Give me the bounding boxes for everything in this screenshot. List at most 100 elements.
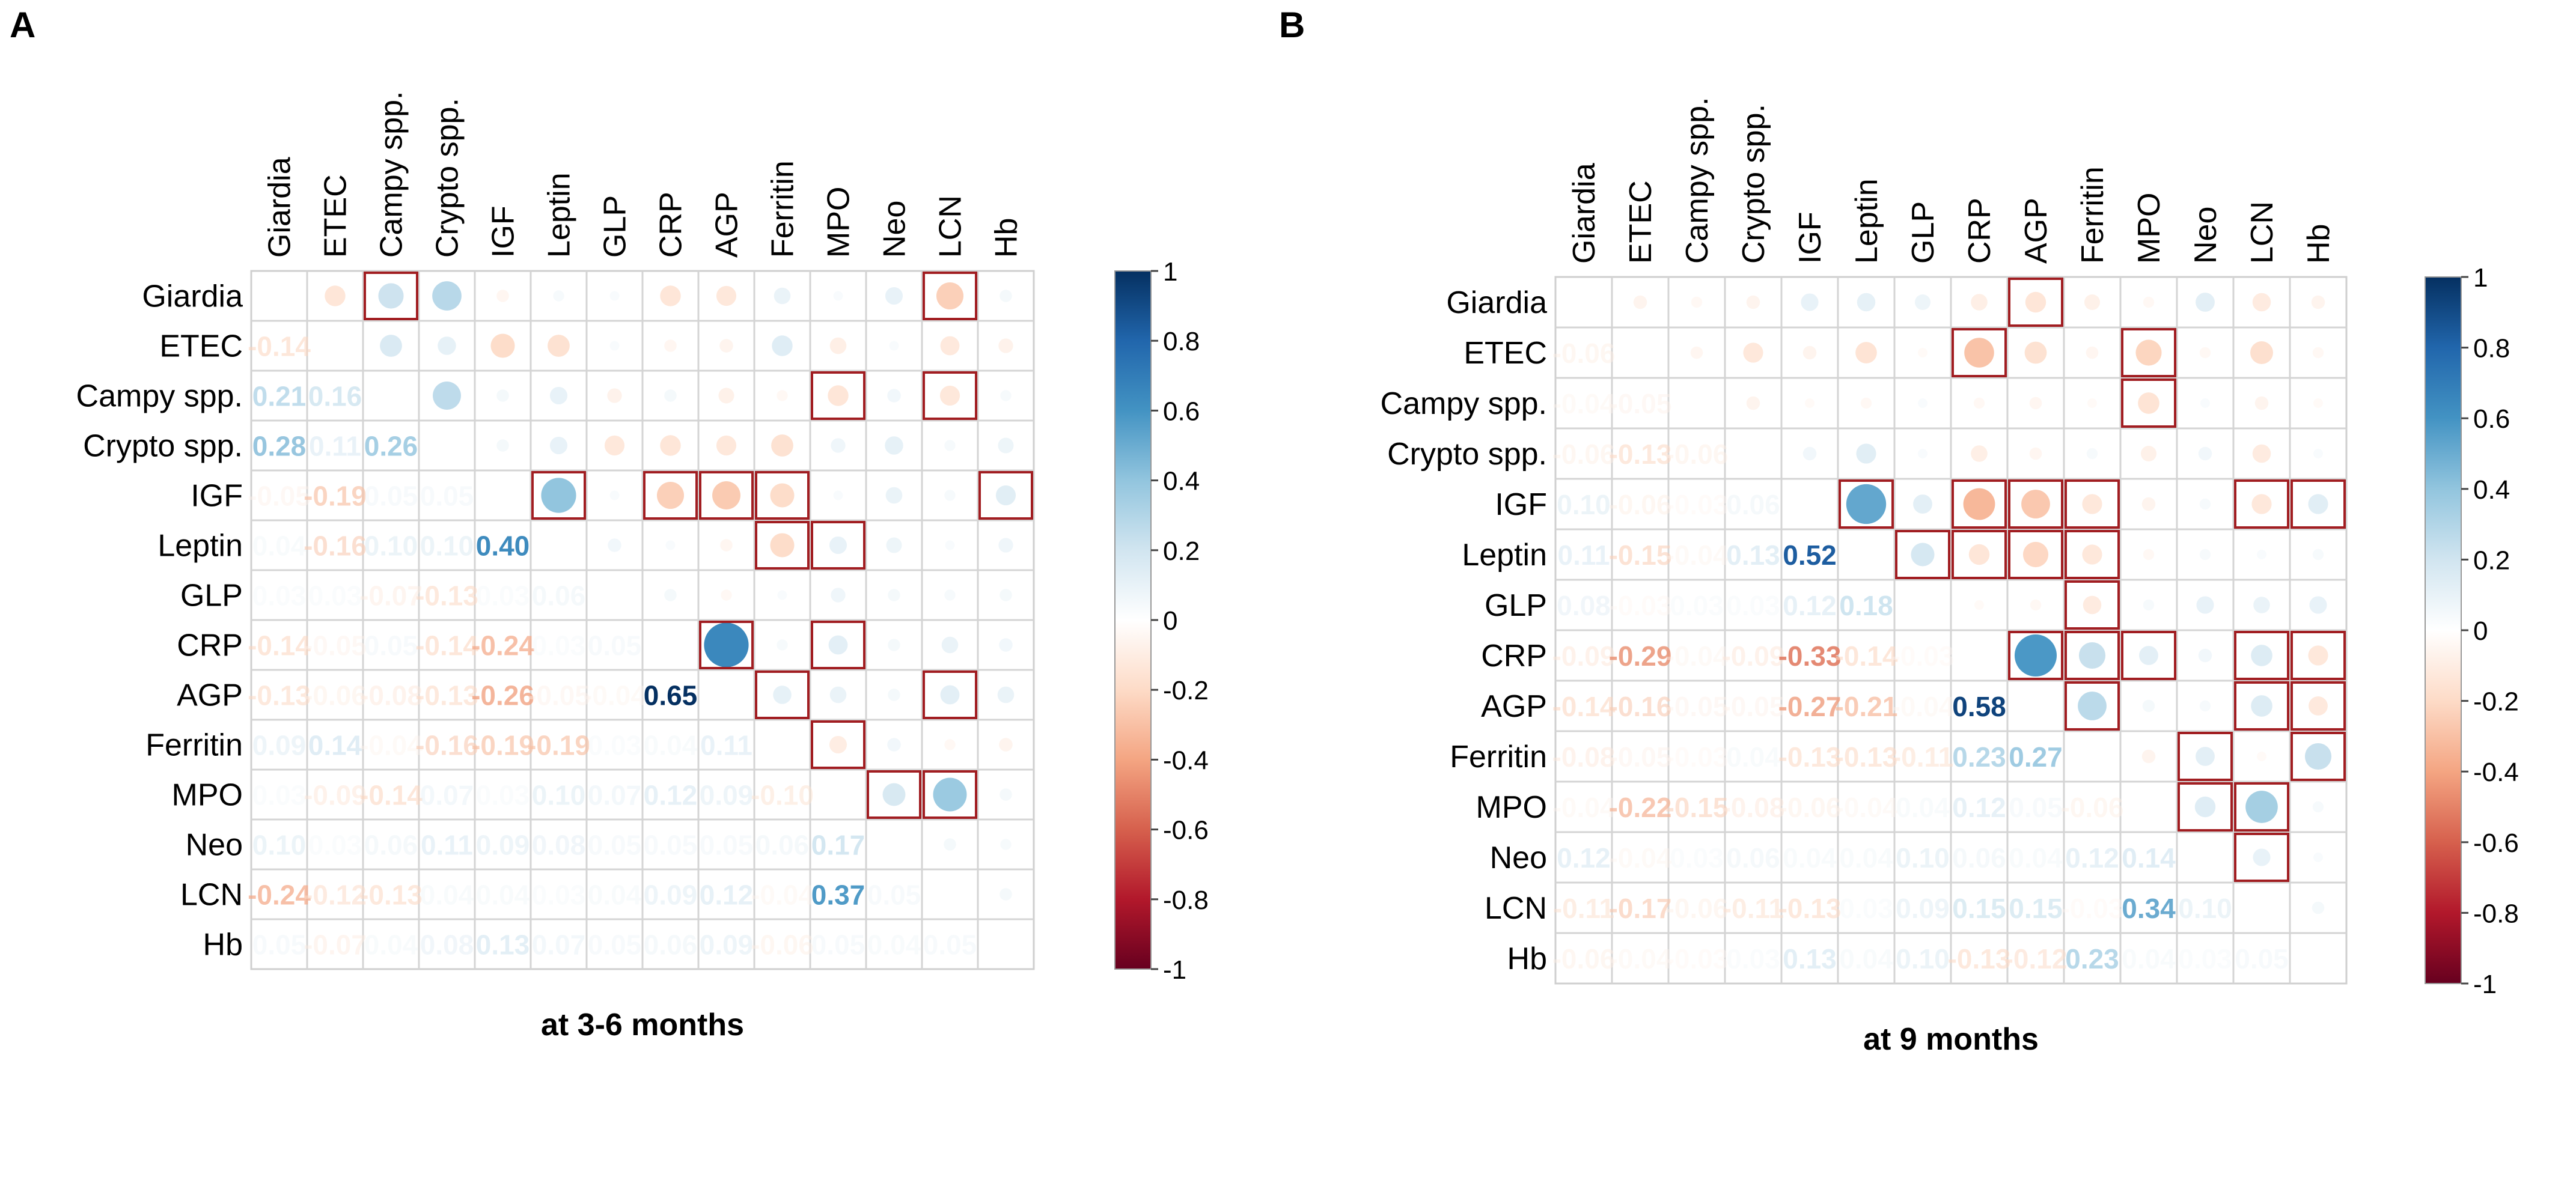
corr-value-lcn-crp: 0.15	[1952, 893, 2006, 924]
colorbar-tick-label: 0.8	[2473, 334, 2510, 363]
significance-box	[755, 670, 810, 719]
corr-value-ferritin-leptin: -0.19	[527, 730, 590, 761]
corr-circle-giardia-etec	[325, 285, 346, 306]
row-label-neo: Neo	[1490, 841, 1547, 875]
corr-circle-igf-ferritin	[2082, 494, 2102, 514]
chart-title: at 3-6 months	[541, 1008, 744, 1042]
corr-circle-giardia-leptin	[553, 290, 564, 302]
corr-circle-giardia-lcn	[936, 282, 964, 310]
corr-value-campy-spp-giardia: 0.21	[252, 381, 307, 412]
corr-circle-etec-ferritin	[2086, 346, 2099, 359]
corr-value-glp-crypto-spp: -0.13	[415, 580, 478, 612]
corr-circle-campy-spp-crp	[664, 389, 677, 402]
corr-value-glp-leptin: 0.18	[1839, 590, 1893, 621]
corr-circle-giardia-crp	[1971, 294, 1988, 311]
corr-value-lcn-mpo: 0.37	[811, 880, 865, 911]
corr-circle-leptin-crp	[665, 540, 676, 550]
corr-value-neo-igf: 0.09	[476, 830, 530, 861]
significance-box	[811, 720, 865, 769]
column-label-glp: GLP	[598, 195, 633, 258]
corr-value-mpo-campy-spp: -0.14	[359, 780, 423, 811]
corr-circle-agp-neo	[888, 689, 900, 701]
corr-value-crp-giardia: -0.14	[248, 630, 311, 661]
corr-circle-etec-crp	[664, 339, 677, 352]
corr-value-crp-campy-spp: -0.04	[1665, 640, 1729, 672]
corr-circle-glp-crp	[1974, 600, 1984, 610]
corr-circle-leptin-neo	[2199, 549, 2211, 561]
corr-circle-glp-mpo	[831, 588, 846, 603]
corr-value-hb-crp: 0.06	[644, 929, 698, 961]
corr-circle-crypto-spp-leptin	[1856, 443, 1876, 464]
corr-circle-leptin-glp	[608, 538, 621, 552]
corr-value-crypto-spp-etec: -0.13	[1609, 439, 1672, 470]
corr-circle-agp-lcn	[940, 685, 960, 705]
corr-circle-etec-hb	[2312, 347, 2324, 359]
corr-value-lcn-campy-spp: -0.13	[359, 880, 423, 911]
column-label-crypto-spp: Crypto spp.	[430, 98, 465, 258]
corr-value-crypto-spp-giardia: -0.06	[1552, 439, 1616, 470]
colorbar-tick-label: -0.2	[2473, 687, 2519, 717]
corr-value-glp-campy-spp: 0.03	[1670, 590, 1724, 621]
colorbar-tick-label: 0.2	[2473, 546, 2510, 575]
corr-circle-crp-ferritin	[777, 639, 788, 651]
corr-circle-etec-glp	[1918, 348, 1927, 357]
corr-circle-mpo-hb	[1000, 788, 1012, 801]
corr-value-glp-etec: 0.03	[308, 580, 362, 612]
corr-circle-crp-neo	[2198, 648, 2212, 663]
corr-value-neo-leptin: 0.08	[532, 830, 586, 861]
corr-circle-leptin-agp	[2022, 541, 2049, 568]
corr-circle-etec-hb	[998, 338, 1013, 353]
corr-value-lcn-crypto-spp: -0.11	[1723, 893, 1784, 924]
corr-circle-crp-mpo	[2139, 646, 2158, 665]
corr-circle-campy-spp-neo	[2200, 398, 2210, 408]
corr-value-neo-etec: -0.04	[1609, 842, 1672, 874]
corr-circle-crypto-spp-glp	[1918, 449, 1927, 458]
corr-value-igf-giardia: -0.05	[248, 481, 311, 512]
corr-circle-etec-campy-spp	[380, 335, 402, 357]
column-label-giardia: Giardia	[1567, 163, 1602, 264]
corr-value-igf-campy-spp: 0.05	[364, 481, 418, 512]
corr-circle-campy-spp-lcn	[2254, 396, 2269, 410]
corr-circle-crypto-spp-lcn	[944, 440, 956, 451]
row-label-lcn: LCN	[1485, 891, 1547, 926]
corr-circle-agp-mpo	[2142, 699, 2155, 713]
corr-circle-igf-glp	[609, 490, 620, 500]
corr-value-mpo-agp: 0.05	[2009, 792, 2063, 823]
corr-value-mpo-igf: -0.06	[1778, 792, 1842, 823]
colorbar-tick-label: 0.6	[1163, 397, 1200, 426]
corr-circle-giardia-mpo	[2143, 296, 2155, 308]
corr-circle-leptin-mpo	[829, 536, 847, 555]
corr-value-crp-etec: -0.29	[1609, 640, 1672, 672]
colorbar-tick-label: 0	[2473, 616, 2488, 646]
corr-circle-campy-spp-hb	[1000, 390, 1012, 401]
corr-value-lcn-igf: 0.04	[476, 880, 530, 911]
column-label-etec: ETEC	[1623, 180, 1658, 264]
significance-box	[2008, 631, 2063, 680]
corr-circle-agp-ferritin	[2078, 692, 2107, 720]
corr-circle-leptin-ferritin	[2082, 544, 2102, 565]
corr-value-campy-spp-etec: 0.16	[308, 381, 362, 412]
corr-value-hb-campy-spp: -0.03	[1665, 943, 1729, 974]
corr-value-mpo-giardia: 0.03	[252, 780, 307, 811]
corr-value-hb-agp: 0.09	[700, 929, 754, 961]
corr-value-ferritin-glp: 0.03	[588, 730, 642, 761]
corr-circle-etec-leptin	[1855, 342, 1877, 363]
corr-value-neo-crypto-spp: 0.11	[421, 830, 473, 861]
row-label-giardia: Giardia	[142, 279, 243, 314]
corr-value-neo-mpo: 0.17	[811, 830, 865, 861]
corr-circle-crp-mpo	[828, 635, 848, 655]
corr-circle-giardia-campy-spp	[378, 283, 404, 309]
significance-box	[2178, 732, 2233, 781]
significance-box	[2291, 631, 2346, 680]
corr-circle-crp-agp	[704, 622, 749, 667]
corr-value-mpo-ferritin: -0.06	[2061, 792, 2124, 823]
corr-circle-mpo-lcn	[2245, 791, 2278, 823]
row-label-giardia: Giardia	[1446, 285, 1547, 320]
corr-circle-crypto-spp-crp	[660, 435, 681, 456]
corr-circle-campy-spp-agp	[2029, 397, 2042, 410]
corr-value-leptin-igf: 0.40	[476, 531, 530, 562]
row-label-ferritin: Ferritin	[1450, 740, 1547, 774]
corr-circle-campy-spp-mpo	[828, 385, 849, 406]
row-label-hb: Hb	[203, 928, 243, 962]
significance-box	[2008, 278, 2063, 327]
